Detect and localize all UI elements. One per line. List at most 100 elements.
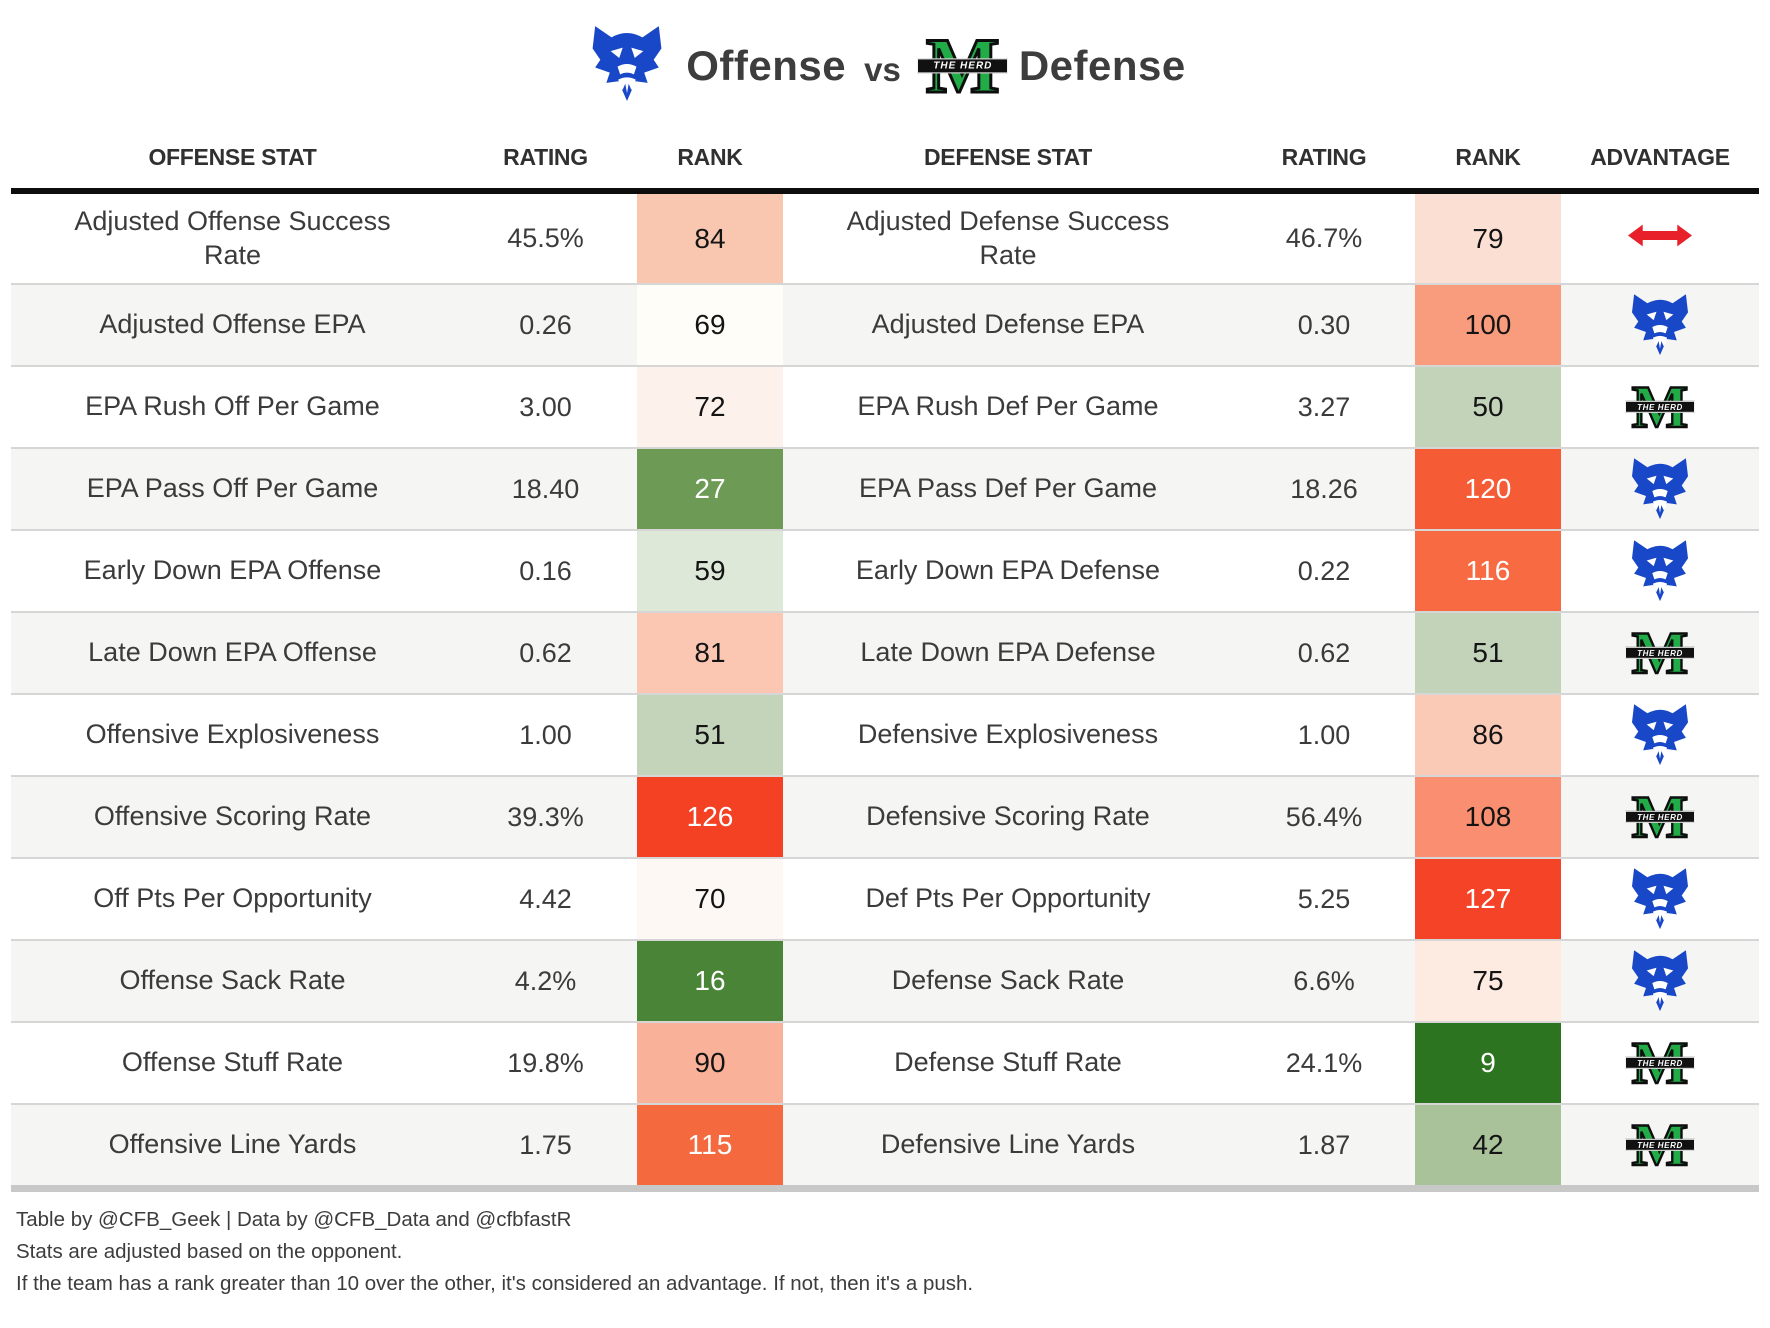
defense-rank-cell: 51 xyxy=(1415,613,1561,693)
advantage-defense-logo: M THE HERD xyxy=(1624,1031,1696,1095)
table-row: Early Down EPA Offense 0.16 59 Early Dow… xyxy=(11,529,1759,611)
defense-rank-cell: 79 xyxy=(1415,194,1561,283)
advantage-offense-logo xyxy=(1625,536,1695,606)
advantage-cell: M THE HERD xyxy=(1561,1023,1759,1103)
offense-rank-cell: 72 xyxy=(637,367,783,447)
defense-rating-value: 0.22 xyxy=(1297,555,1351,586)
offense-stat-label: Offense Sack Rate xyxy=(119,965,346,996)
defense-rank-cell: 108 xyxy=(1415,777,1561,857)
footer-notes: Table by @CFB_Geek | Data by @CFB_Data a… xyxy=(16,1204,1754,1300)
defense-rating-value: 24.1% xyxy=(1285,1047,1363,1078)
defense-rating-value: 5.25 xyxy=(1297,883,1351,914)
offense-rank-cell: 59 xyxy=(637,531,783,611)
offense-rating-value: 39.3% xyxy=(507,801,584,832)
defense-rating-value: 1.00 xyxy=(1297,719,1351,750)
advantage-defense-logo: M THE HERD xyxy=(1624,375,1696,439)
stats-table: OFFENSE STAT RATING RANK DEFENSE STAT RA… xyxy=(11,126,1759,1192)
table-header-row: OFFENSE STAT RATING RANK DEFENSE STAT RA… xyxy=(11,126,1759,188)
table-row: Offense Stuff Rate 19.8% 90 Defense Stuf… xyxy=(11,1021,1759,1103)
offense-rank-cell: 70 xyxy=(637,859,783,939)
offense-rank-cell: 84 xyxy=(637,194,783,283)
defense-stat-label: Def Pts Per Opportunity xyxy=(865,883,1151,914)
marshall-herd-logo: M THE HERD xyxy=(917,24,1009,107)
page-title: Offense vs M THE HERD Defense xyxy=(0,16,1770,116)
defense-stat-label: Late Down EPA Defense xyxy=(860,637,1156,668)
offense-rank-cell: 51 xyxy=(637,695,783,775)
advantage-offense-logo xyxy=(1625,700,1695,770)
marshall-herd-logo: M THE HERD xyxy=(1624,621,1696,685)
marshall-herd-logo: M THE HERD xyxy=(1624,1113,1696,1177)
advantage-cell: M THE HERD xyxy=(1561,859,1759,939)
col-header-advantage: ADVANTAGE xyxy=(1590,143,1730,170)
advantage-cell: M THE HERD xyxy=(1561,194,1759,283)
defense-stat-label: Adjusted Defense EPA xyxy=(871,309,1145,340)
offense-stat-label: Offensive Line Yards xyxy=(108,1129,357,1160)
advantage-defense-logo: M THE HERD xyxy=(1624,621,1696,685)
defense-stat-label: EPA Pass Def Per Game xyxy=(858,473,1158,504)
offense-rating-value: 45.5% xyxy=(507,223,584,253)
table-row: EPA Pass Off Per Game 18.40 27 EPA Pass … xyxy=(11,447,1759,529)
defense-rating-value: 56.4% xyxy=(1285,801,1363,832)
advantage-cell: M THE HERD xyxy=(1561,695,1759,775)
title-offense-label: Offense xyxy=(686,42,847,89)
offense-rating-value: 0.16 xyxy=(519,555,572,586)
offense-stat-label: EPA Rush Off Per Game xyxy=(85,391,380,422)
table-row: Adjusted Offense EPA 0.26 69 Adjusted De… xyxy=(11,283,1759,365)
offense-rating-value: 1.00 xyxy=(519,719,572,750)
table-row: EPA Rush Off Per Game 3.00 72 EPA Rush D… xyxy=(11,365,1759,447)
footer-advantage-rule: If the team has a rank greater than 10 o… xyxy=(16,1272,974,1295)
offense-rating-value: 3.00 xyxy=(519,391,572,422)
header-divider xyxy=(11,188,1759,194)
footer-adjusted-note: Stats are adjusted based on the opponent… xyxy=(16,1240,403,1263)
marshall-herd-logo: M THE HERD xyxy=(1624,375,1696,439)
offense-rating-value: 0.62 xyxy=(519,637,572,668)
gsu-panther-logo xyxy=(1625,536,1695,606)
advantage-offense-logo xyxy=(1625,290,1695,360)
col-header-offense-rank: RANK xyxy=(677,143,743,170)
marshall-band-label: THE HERD xyxy=(1637,812,1683,822)
advantage-offense-logo xyxy=(1625,454,1695,524)
defense-rating-value: 0.30 xyxy=(1297,309,1351,340)
defense-stat-label: Adjusted Defense Success Rate xyxy=(846,205,1170,270)
offense-stat-label: Offensive Explosiveness xyxy=(85,719,380,750)
defense-rank-cell: 75 xyxy=(1415,941,1561,1021)
offense-rank-cell: 16 xyxy=(637,941,783,1021)
offense-stat-label: Off Pts Per Opportunity xyxy=(93,883,372,914)
advantage-defense-logo: M THE HERD xyxy=(1624,785,1696,849)
offense-rank-cell: 69 xyxy=(637,285,783,365)
table-row: Off Pts Per Opportunity 4.42 70 Def Pts … xyxy=(11,857,1759,939)
advantage-cell: M THE HERD xyxy=(1561,449,1759,529)
advantage-push-icon xyxy=(1628,222,1692,256)
advantage-offense-logo xyxy=(1625,864,1695,934)
offense-rank-cell: 115 xyxy=(637,1105,783,1185)
defense-rating-value: 6.6% xyxy=(1293,965,1355,996)
defense-rank-cell: 100 xyxy=(1415,285,1561,365)
defense-stat-label: Early Down EPA Defense xyxy=(855,555,1161,586)
col-header-offense-rating: RATING xyxy=(503,143,588,170)
offense-rank-cell: 90 xyxy=(637,1023,783,1103)
marshall-band-label: THE HERD xyxy=(1637,1058,1683,1068)
defense-rank-cell: 42 xyxy=(1415,1105,1561,1185)
advantage-defense-logo: M THE HERD xyxy=(1624,1113,1696,1177)
offense-rating-value: 4.2% xyxy=(514,965,577,996)
gsu-panther-logo xyxy=(1625,700,1695,770)
defense-stat-label: EPA Rush Def Per Game xyxy=(857,391,1159,422)
table-row: Offensive Scoring Rate 39.3% 126 Defensi… xyxy=(11,775,1759,857)
gsu-panther-logo xyxy=(1625,454,1695,524)
gsu-panther-logo xyxy=(1625,290,1695,360)
defense-rating-value: 3.27 xyxy=(1297,391,1351,422)
defense-rank-cell: 86 xyxy=(1415,695,1561,775)
col-header-offense-stat: OFFENSE STAT xyxy=(148,143,317,170)
defense-stat-label: Defense Stuff Rate xyxy=(894,1047,1122,1078)
offense-rank-cell: 126 xyxy=(637,777,783,857)
defense-stat-label: Defensive Line Yards xyxy=(880,1129,1136,1160)
advantage-cell: M THE HERD xyxy=(1561,613,1759,693)
advantage-cell: M THE HERD xyxy=(1561,285,1759,365)
gsu-panther-logo xyxy=(1625,946,1695,1016)
offense-stat-label: Adjusted Offense Success Rate xyxy=(74,205,391,270)
title-defense-label: Defense xyxy=(1018,42,1186,89)
offense-rating-value: 19.8% xyxy=(507,1047,584,1078)
advantage-cell: M THE HERD xyxy=(1561,1105,1759,1185)
marshall-band-label: THE HERD xyxy=(1637,402,1683,412)
marshall-herd-logo: M THE HERD xyxy=(1624,1031,1696,1095)
